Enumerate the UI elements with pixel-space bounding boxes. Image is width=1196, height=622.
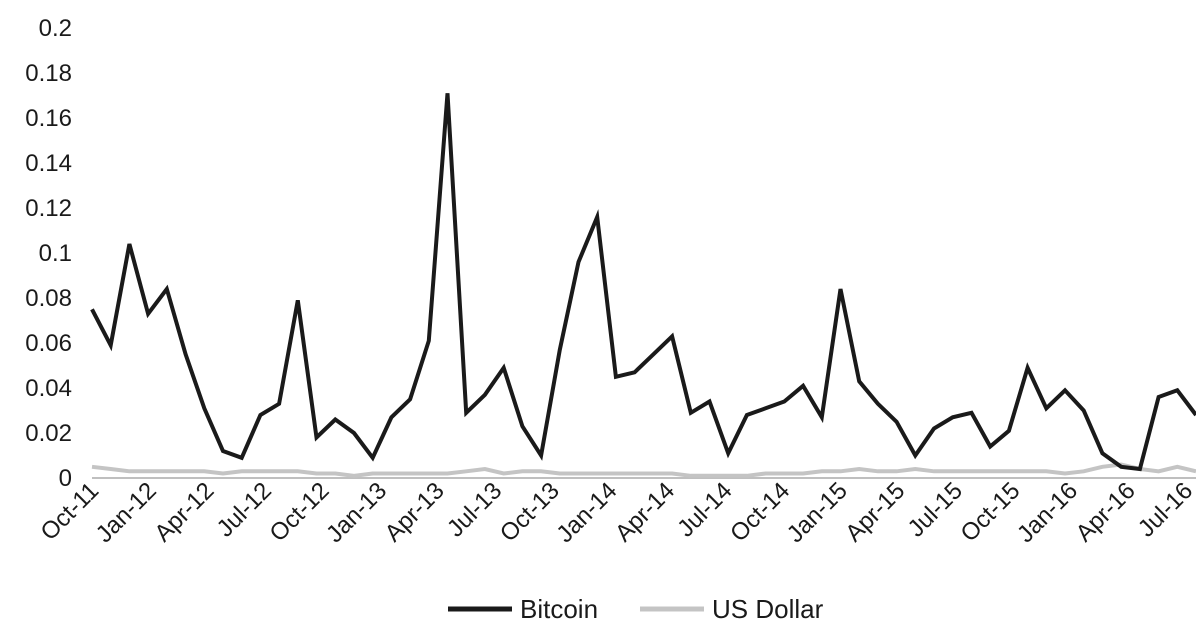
y-tick-label: 0.2 <box>39 15 72 42</box>
x-tick-label: Apr-15 <box>840 477 910 547</box>
x-axis-tick-labels: Oct-11Jan-12Apr-12Jul-12Oct-12Jan-13Apr-… <box>35 477 1196 548</box>
x-tick-label: Jul-14 <box>672 477 737 542</box>
x-tick-label: Apr-14 <box>610 477 680 547</box>
series-line-bitcoin <box>90 93 1196 472</box>
legend-label-bitcoin: Bitcoin <box>520 594 598 622</box>
x-tick-label: Jan-14 <box>551 477 622 548</box>
y-tick-label: 0.12 <box>25 195 72 222</box>
x-tick-label: Apr-13 <box>380 477 450 547</box>
x-tick-label: Jul-15 <box>903 477 968 542</box>
y-tick-label: 0.14 <box>25 150 72 177</box>
y-tick-label: 0.02 <box>25 420 72 447</box>
x-tick-label: Jan-13 <box>321 477 392 548</box>
series-line-us-dollar <box>91 462 1196 478</box>
x-tick-label: Jul-13 <box>442 477 507 542</box>
y-tick-label: 0.1 <box>39 240 72 267</box>
x-tick-label: Jan-12 <box>91 477 162 548</box>
y-tick-label: 0.06 <box>25 330 72 357</box>
x-tick-label: Jan-15 <box>782 477 853 548</box>
legend: Bitcoin US Dollar <box>448 594 824 622</box>
y-tick-label: 0.16 <box>25 105 72 132</box>
y-tick-label: 0 <box>59 465 72 492</box>
x-tick-label: Oct-12 <box>265 477 335 547</box>
x-tick-label: Oct-13 <box>495 477 565 547</box>
x-tick-label: Oct-14 <box>725 477 795 547</box>
x-tick-label: Jan-16 <box>1012 477 1083 548</box>
y-tick-label: 0.04 <box>25 375 72 402</box>
x-tick-label: Oct-15 <box>955 477 1025 547</box>
y-tick-label: 0.08 <box>25 285 72 312</box>
x-tick-label: Jul-12 <box>212 477 277 542</box>
series-group <box>90 93 1196 478</box>
legend-label-us-dollar: US Dollar <box>712 594 824 622</box>
y-tick-label: 0.18 <box>25 60 72 87</box>
x-tick-label: Apr-16 <box>1071 477 1141 547</box>
x-tick-label: Jul-16 <box>1133 477 1196 542</box>
x-tick-label: Apr-12 <box>149 477 219 547</box>
y-axis-tick-labels: 0 0.02 0.04 0.06 0.08 0.1 0.12 0.14 0.16 0.18 0.2 <box>25 15 72 492</box>
